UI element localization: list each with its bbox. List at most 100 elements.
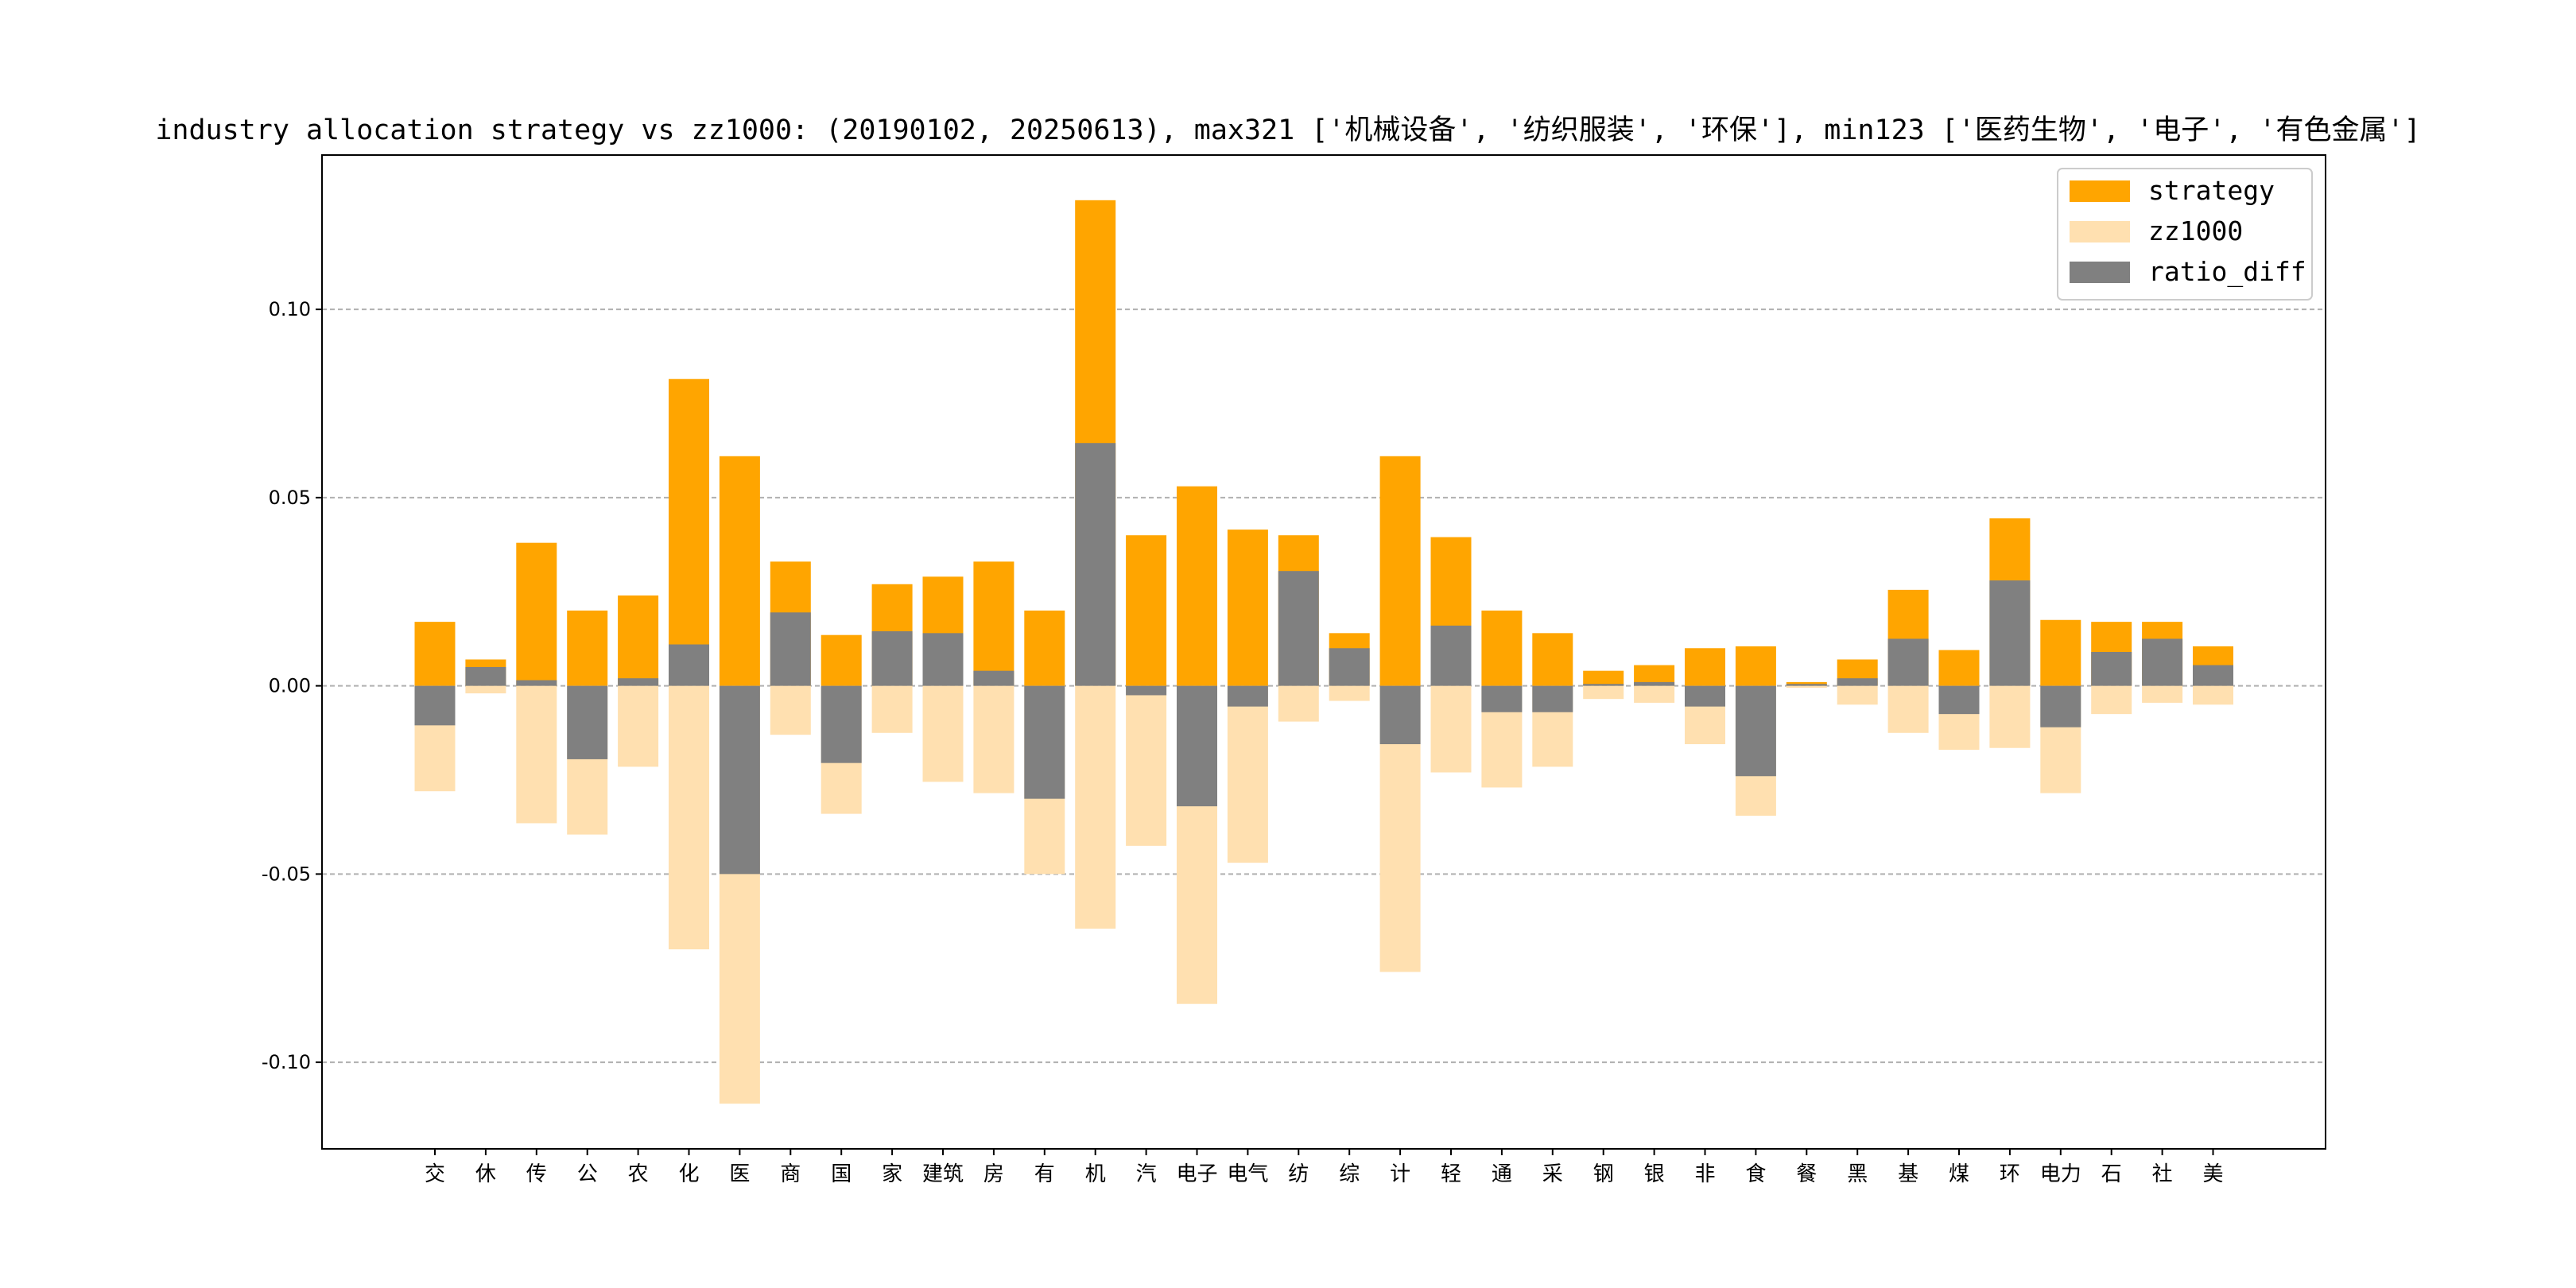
x-tick-label: 电气 xyxy=(1227,1162,1268,1186)
x-tick-label: 纺 xyxy=(1288,1162,1309,1186)
bar-zz1000 xyxy=(1837,685,1878,705)
bar-ratio_diff xyxy=(1126,685,1167,696)
bar-zz1000 xyxy=(1075,685,1116,929)
bar-ratio_diff xyxy=(1024,685,1065,799)
bar-zz1000 xyxy=(618,685,659,767)
y-tick-label: -0.05 xyxy=(262,863,311,885)
x-tick-label: 机 xyxy=(1085,1162,1106,1186)
x-tick-label: 环 xyxy=(2000,1162,2020,1186)
bar-strategy xyxy=(1227,530,1268,686)
bar-strategy xyxy=(1481,610,1523,686)
chart-title: industry allocation strategy vs zz1000: … xyxy=(155,114,2420,146)
bar-zz1000 xyxy=(973,685,1014,793)
bar-ratio_diff xyxy=(1177,685,1217,807)
x-tick-label: 汽 xyxy=(1136,1162,1157,1186)
bar-strategy xyxy=(669,378,709,686)
plot-frame xyxy=(321,154,2326,1150)
bar-zz1000 xyxy=(1583,685,1624,700)
legend-label: zz1000 xyxy=(2148,215,2243,246)
x-tick-label: 电力 xyxy=(2040,1162,2081,1186)
bar-zz1000 xyxy=(669,685,709,950)
x-tick-label: 房 xyxy=(983,1162,1004,1186)
bar-zz1000 xyxy=(770,685,811,735)
bar-zz1000 xyxy=(1786,685,1827,688)
bar-strategy xyxy=(1177,486,1217,686)
x-tick-label: 社 xyxy=(2152,1162,2173,1186)
y-tick-label: 0.10 xyxy=(269,298,311,320)
x-tick-label: 商 xyxy=(780,1162,801,1186)
bar-ratio_diff xyxy=(1329,648,1370,686)
bar-zz1000 xyxy=(1887,685,1929,733)
bar-ratio_diff xyxy=(465,666,506,686)
bar-ratio_diff xyxy=(1837,678,1878,686)
bar-ratio_diff xyxy=(922,633,964,686)
x-tick-label: 基 xyxy=(1898,1162,1918,1186)
x-tick-label: 煤 xyxy=(1949,1162,1969,1186)
bar-zz1000 xyxy=(2193,685,2233,705)
bar-strategy xyxy=(821,634,862,686)
bar-strategy xyxy=(1126,535,1167,686)
bar-zz1000 xyxy=(1126,685,1167,846)
x-tick-label: 家 xyxy=(882,1162,902,1186)
x-tick-label: 国 xyxy=(831,1162,852,1186)
bar-ratio_diff xyxy=(719,685,760,875)
bar-strategy xyxy=(567,610,608,686)
bar-ratio_diff xyxy=(2091,652,2132,686)
bar-strategy xyxy=(973,561,1014,686)
bar-strategy xyxy=(516,542,557,686)
bar-ratio_diff xyxy=(1532,685,1573,712)
x-tick-label: 通 xyxy=(1492,1162,1512,1186)
bar-strategy xyxy=(414,622,456,686)
x-tick-label: 餐 xyxy=(1796,1162,1817,1186)
bar-strategy xyxy=(1938,650,1980,686)
bar-strategy xyxy=(1379,456,1421,686)
bar-ratio_diff xyxy=(669,644,709,686)
legend-swatch-strategy xyxy=(2070,180,2130,202)
x-tick-label: 食 xyxy=(1745,1162,1766,1186)
bar-zz1000 xyxy=(1634,685,1675,703)
bar-strategy xyxy=(618,595,659,686)
x-tick-label: 综 xyxy=(1339,1162,1360,1186)
bar-zz1000 xyxy=(922,685,964,782)
x-tick-label: 有 xyxy=(1034,1162,1055,1186)
x-tick-label: 采 xyxy=(1542,1162,1563,1186)
bar-zz1000 xyxy=(516,685,557,824)
bar-ratio_diff xyxy=(567,685,608,759)
x-tick-label: 美 xyxy=(2202,1162,2223,1186)
bar-ratio_diff xyxy=(1227,685,1268,707)
bar-ratio_diff xyxy=(1583,684,1624,686)
bar-zz1000 xyxy=(871,685,913,733)
bar-zz1000 xyxy=(1430,685,1472,773)
bar-ratio_diff xyxy=(1075,443,1116,686)
bar-ratio_diff xyxy=(1278,571,1319,686)
x-tick-label: 银 xyxy=(1644,1162,1665,1186)
bar-ratio_diff xyxy=(871,630,913,686)
x-tick-label: 农 xyxy=(628,1162,649,1186)
x-tick-label: 电子 xyxy=(1176,1162,1217,1186)
x-tick-label: 交 xyxy=(425,1162,445,1186)
x-tick-label: 休 xyxy=(475,1162,496,1186)
bar-ratio_diff xyxy=(1430,625,1472,686)
bar-ratio_diff xyxy=(770,612,811,686)
bar-ratio_diff xyxy=(1685,685,1725,707)
bar-ratio_diff xyxy=(1481,685,1523,712)
bar-zz1000 xyxy=(1278,685,1319,722)
y-tick-label: 0.00 xyxy=(269,675,311,697)
x-tick-label: 公 xyxy=(577,1162,598,1186)
bar-ratio_diff xyxy=(1634,681,1675,686)
bar-ratio_diff xyxy=(1989,580,2031,686)
x-tick-label: 医 xyxy=(729,1162,750,1186)
bar-ratio_diff xyxy=(2040,685,2081,727)
y-tick-label: -0.10 xyxy=(262,1051,311,1073)
x-tick-label: 化 xyxy=(678,1162,699,1186)
bar-ratio_diff xyxy=(973,670,1014,686)
x-tick-label: 黑 xyxy=(1847,1162,1868,1186)
bar-zz1000 xyxy=(465,685,506,694)
bar-strategy xyxy=(719,456,760,686)
bar-strategy xyxy=(1532,633,1573,686)
x-tick-label: 石 xyxy=(2101,1162,2122,1186)
legend-label: strategy xyxy=(2148,175,2275,206)
bars xyxy=(414,200,2233,1104)
bar-strategy xyxy=(1024,610,1065,686)
